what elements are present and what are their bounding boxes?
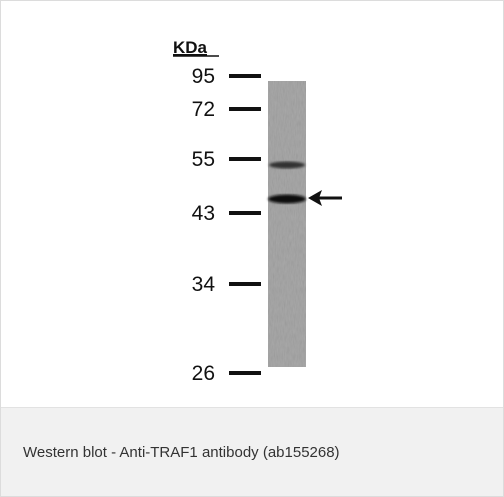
marker-label: 26	[192, 362, 215, 385]
band-upper	[269, 161, 305, 169]
figure-area: KDa 95 72 55 43 34 26	[1, 1, 503, 407]
unit-label: KDa	[173, 38, 208, 57]
band-main	[268, 194, 306, 204]
marker-label: 34	[192, 273, 216, 296]
blot-image: KDa 95 72 55 43 34 26	[173, 38, 342, 385]
marker-label: 72	[192, 98, 215, 121]
marker-label: 55	[192, 148, 215, 171]
lane-body	[268, 81, 306, 367]
lane	[268, 81, 306, 367]
arrow	[308, 190, 342, 206]
marker-label: 43	[192, 202, 215, 225]
caption-bar: Western blot - Anti-TRAF1 antibody (ab15…	[1, 407, 503, 496]
caption-text: Western blot - Anti-TRAF1 antibody (ab15…	[23, 444, 340, 461]
marker-label: 95	[192, 65, 215, 88]
marker-ladder: 95 72 55 43 34 26	[192, 65, 261, 385]
